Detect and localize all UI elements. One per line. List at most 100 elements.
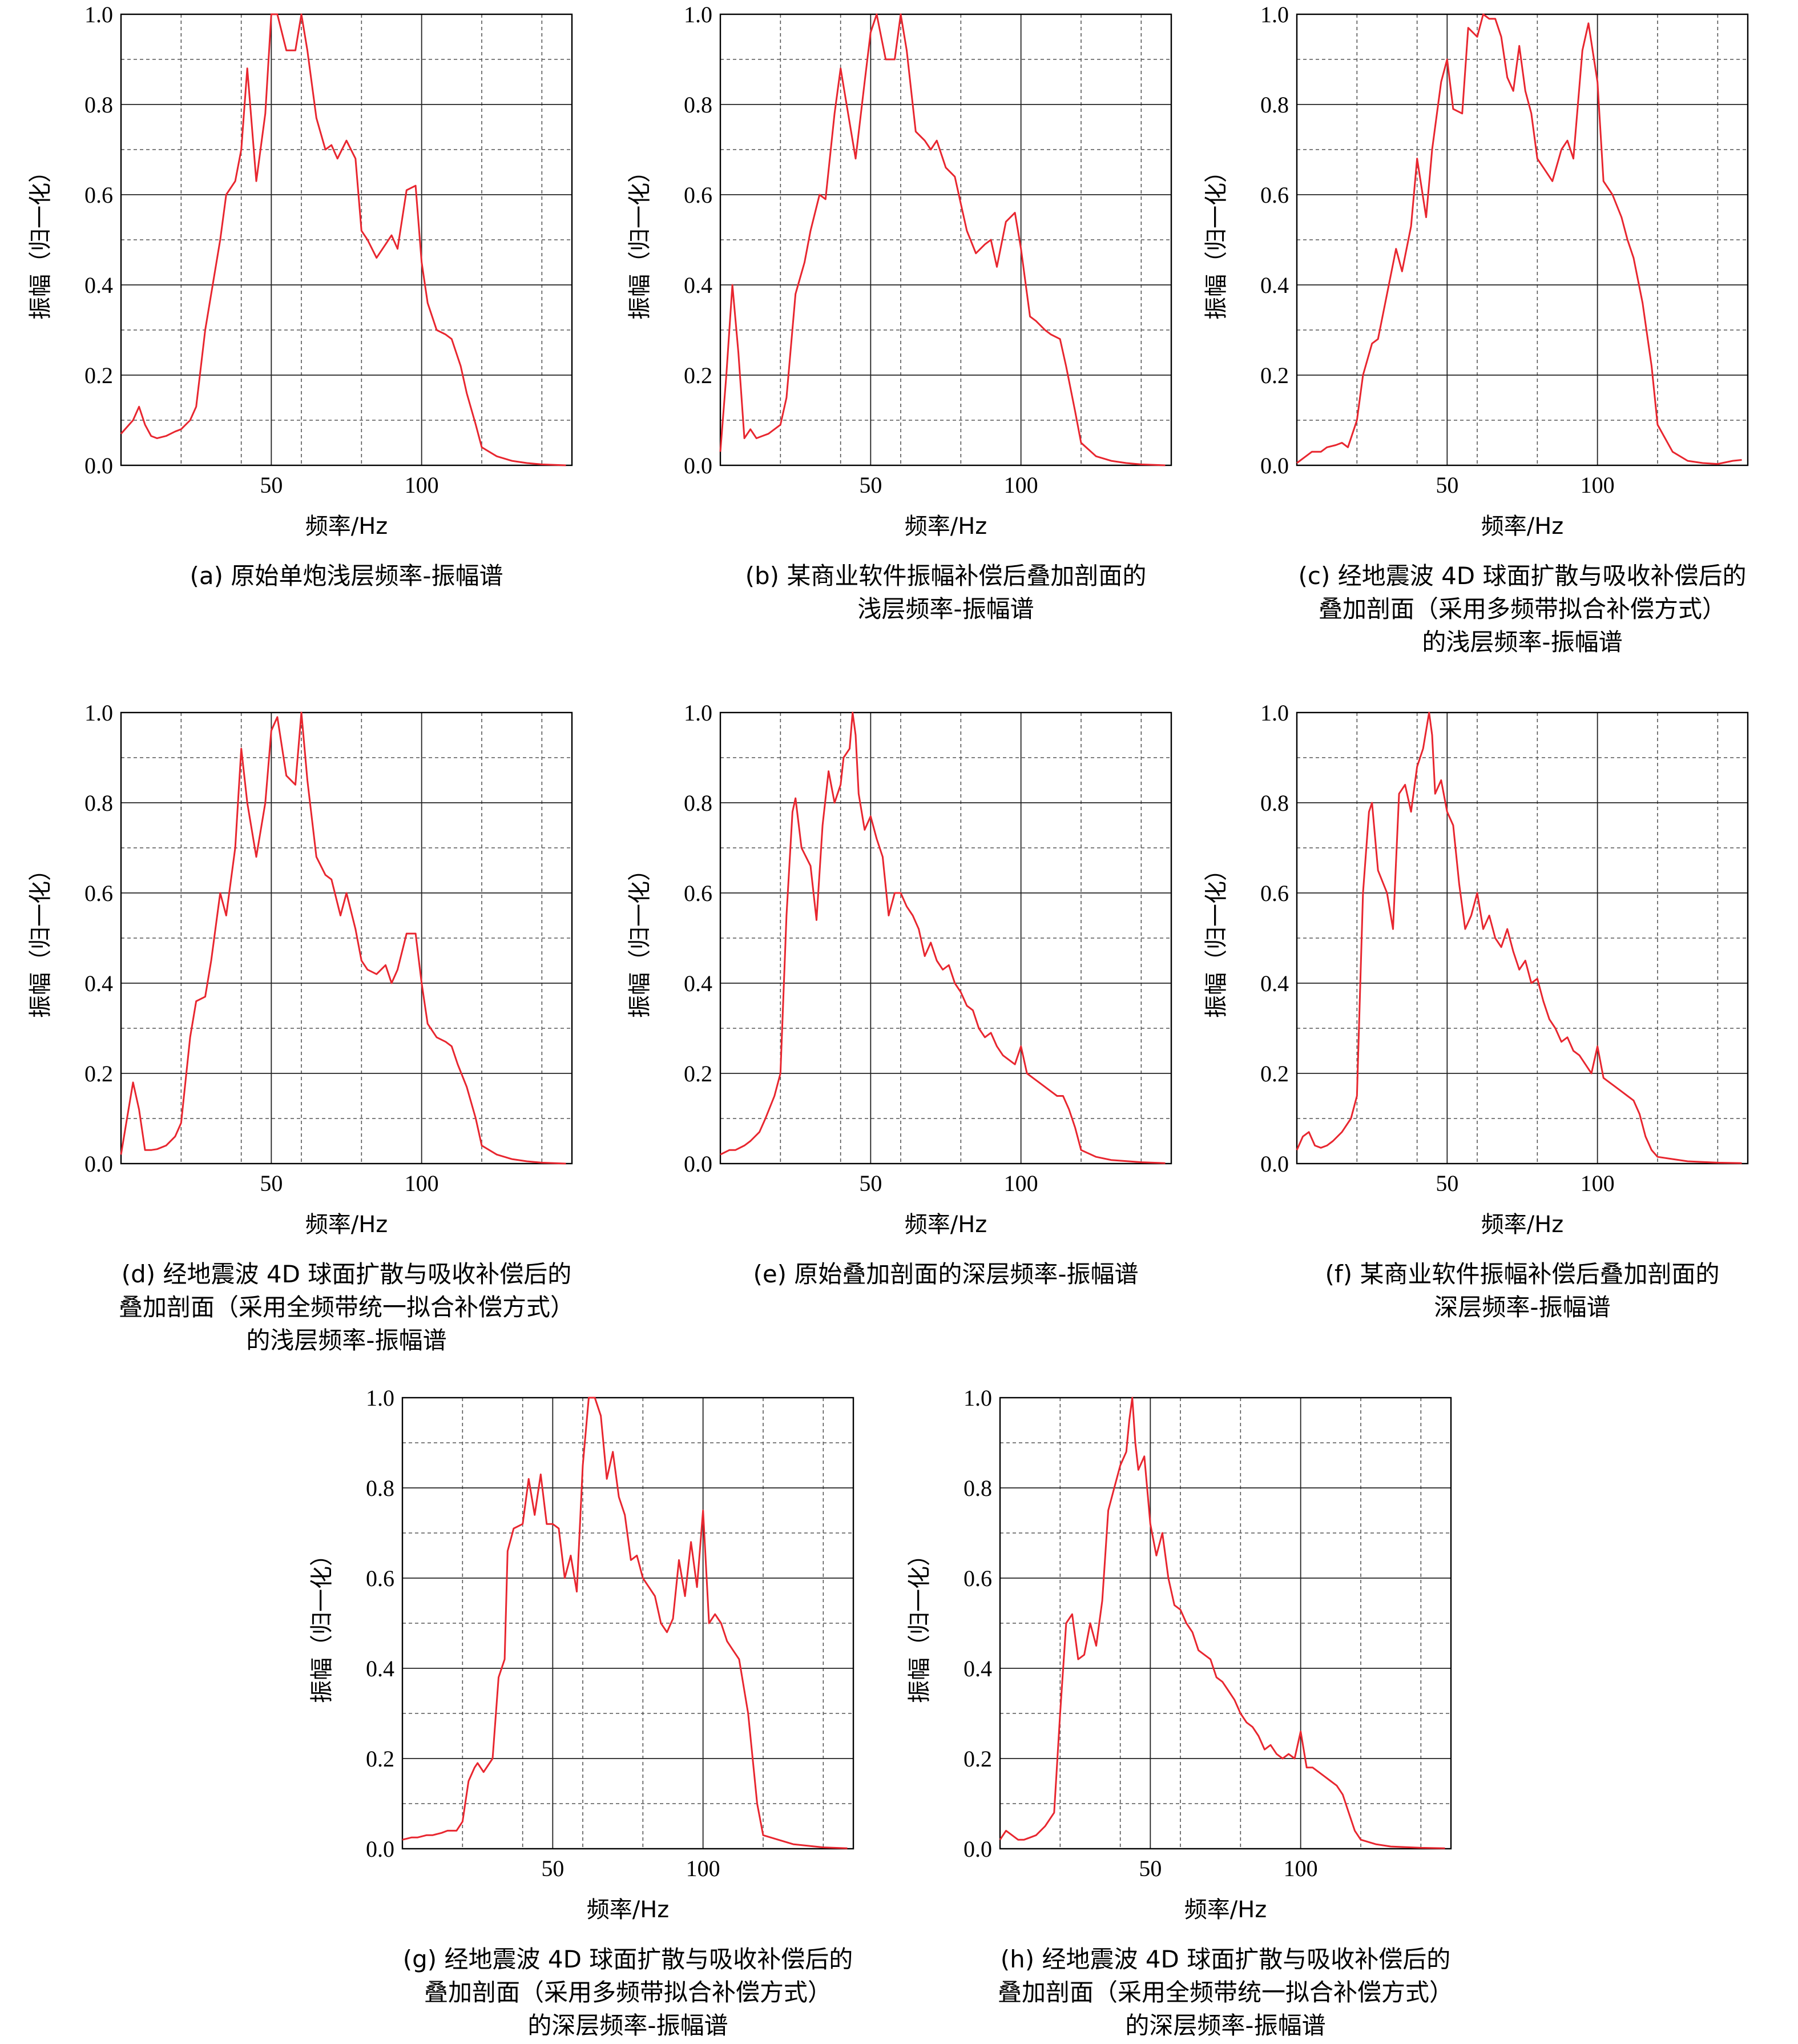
y-tick-label: 0.8: [366, 1475, 394, 1501]
spectrum-line-series: [999, 1397, 1445, 1849]
panel-caption: 深层频率-振幅谱: [1434, 1293, 1610, 1321]
y-tick-label: 0.4: [963, 1656, 992, 1681]
x-tick-label: 100: [405, 472, 439, 498]
y-tick-label: 1.0: [366, 1385, 394, 1411]
y-tick-label: 0.2: [684, 363, 712, 388]
x-tick-label: 50: [1436, 1170, 1458, 1196]
y-tick-label: 0.2: [84, 1061, 113, 1087]
plot-frame: [1296, 711, 1749, 1165]
y-tick-label: 1.0: [84, 700, 113, 726]
panel-caption: (g) 经地震波 4D 球面扩散与吸收补偿后的: [403, 1945, 853, 1973]
y-axis-label: 振幅（归一化）: [906, 1543, 933, 1703]
y-tick-label: 0.6: [84, 880, 113, 906]
y-tick-label: 0.0: [84, 453, 113, 478]
y-axis-label: 振幅（归一化）: [27, 858, 54, 1018]
y-tick-label: 0.4: [84, 971, 113, 996]
y-tick-label: 0.4: [684, 272, 712, 298]
y-tick-label: 0.6: [684, 182, 712, 208]
y-tick-label: 0.2: [963, 1746, 992, 1772]
panel-caption: 的深层频率-振幅谱: [1125, 2011, 1325, 2039]
y-tick-label: 0.0: [963, 1836, 992, 1862]
panel-caption: 的深层频率-振幅谱: [527, 2011, 728, 2039]
chart-panel-e: 0.0 0.2 0.4 0.6 0.8 1.0 50 100 频率/Hz 振幅（归一化） (e) 原…: [627, 700, 1172, 1288]
y-tick-label: 0.0: [1260, 453, 1289, 478]
plot-frame: [120, 711, 573, 1165]
y-tick-label: 0.0: [1260, 1151, 1289, 1177]
plot-frame: [401, 1397, 854, 1850]
y-tick-label: 1.0: [684, 700, 712, 726]
y-tick-label: 0.6: [1260, 880, 1289, 906]
y-tick-label: 0.6: [684, 880, 712, 906]
spectrum-line-series: [120, 711, 566, 1165]
plot-frame: [719, 13, 1172, 466]
y-tick-label: 0.4: [684, 971, 712, 996]
y-axis-label: 振幅（归一化）: [309, 1543, 335, 1703]
x-axis-label: 频率/Hz: [1481, 1212, 1564, 1238]
y-tick-label: 0.6: [1260, 182, 1289, 208]
spectrum-line-series: [402, 1397, 848, 1849]
x-tick-label: 50: [260, 1170, 283, 1196]
y-axis-label: 振幅（归一化）: [1203, 858, 1229, 1018]
y-tick-label: 0.0: [684, 453, 712, 478]
y-tick-label: 0.6: [84, 182, 113, 208]
x-tick-label: 100: [405, 1170, 439, 1196]
y-tick-label: 0.6: [963, 1566, 992, 1591]
x-axis-label: 频率/Hz: [305, 1212, 388, 1238]
panel-caption: (f) 某商业软件振幅补偿后叠加剖面的: [1325, 1260, 1720, 1288]
panel-caption: (b) 某商业软件振幅补偿后叠加剖面的: [745, 562, 1147, 590]
y-tick-label: 0.0: [366, 1836, 394, 1862]
plot-frame: [719, 711, 1172, 1165]
y-tick-label: 0.0: [84, 1151, 113, 1177]
panel-caption: 叠加剖面（采用全频带统一拟合补偿方式）: [998, 1978, 1453, 2006]
y-tick-label: 0.4: [1260, 971, 1289, 996]
x-tick-label: 50: [859, 472, 882, 498]
y-tick-label: 0.8: [684, 790, 712, 816]
y-tick-label: 0.8: [1260, 790, 1289, 816]
spectrum-line-series: [1296, 13, 1742, 465]
panel-caption: 叠加剖面（采用多频带拟合补偿方式）: [1319, 595, 1726, 623]
y-tick-label: 0.8: [84, 790, 113, 816]
x-axis-label: 频率/Hz: [1481, 513, 1564, 540]
spectrum-line-series: [719, 13, 1166, 466]
x-axis-label: 频率/Hz: [587, 1897, 670, 1923]
x-tick-label: 100: [1581, 472, 1615, 498]
panel-caption: (c) 经地震波 4D 球面扩散与吸收补偿后的: [1299, 562, 1747, 590]
y-tick-label: 0.4: [366, 1656, 394, 1681]
y-tick-label: 1.0: [963, 1385, 992, 1411]
chart-panel-c: 0.0 0.2 0.4 0.6 0.8 1.0 50 100 频率/Hz 振幅（归一化） (c) 经…: [1203, 2, 1749, 656]
chart-panel-d: 0.0 0.2 0.4 0.6 0.8 1.0 50 100 频率/Hz 振幅（归一化） (d) 经…: [27, 700, 574, 1354]
y-tick-label: 0.0: [684, 1151, 712, 1177]
panel-caption: 叠加剖面（采用全频带统一拟合补偿方式）: [119, 1293, 574, 1321]
spectrum-line-series: [120, 13, 566, 466]
y-tick-label: 0.8: [84, 92, 113, 118]
chart-panel-f: 0.0 0.2 0.4 0.6 0.8 1.0 50 100 频率/Hz 振幅（归一化） (f) 某…: [1203, 700, 1749, 1321]
chart-panel-g: 0.0 0.2 0.4 0.6 0.8 1.0 50 100 频率/Hz 振幅（归一化） (g) 经…: [309, 1385, 854, 2039]
x-tick-label: 100: [1284, 1856, 1318, 1881]
x-axis-label: 频率/Hz: [1184, 1897, 1267, 1923]
y-tick-label: 1.0: [1260, 700, 1289, 726]
y-tick-label: 0.6: [366, 1566, 394, 1591]
y-tick-label: 1.0: [1260, 2, 1289, 27]
plot-frame: [120, 13, 573, 466]
x-tick-label: 100: [686, 1856, 720, 1881]
x-tick-label: 100: [1004, 472, 1038, 498]
spectrum-line-series: [1296, 711, 1742, 1164]
y-tick-label: 1.0: [84, 2, 113, 27]
x-tick-label: 100: [1004, 1170, 1038, 1196]
y-tick-label: 0.8: [963, 1475, 992, 1501]
panel-caption: 的浅层频率-振幅谱: [1422, 628, 1622, 656]
y-tick-label: 0.2: [1260, 363, 1289, 388]
x-axis-label: 频率/Hz: [305, 513, 388, 540]
y-tick-label: 0.2: [1260, 1061, 1289, 1087]
chart-panel-a: 0.0 0.2 0.4 0.6 0.8 1.0 50 100 频率/Hz 振幅（归一化） (a) 原…: [27, 2, 573, 590]
x-axis-label: 频率/Hz: [905, 513, 987, 540]
x-axis-label: 频率/Hz: [905, 1212, 987, 1238]
panel-caption: 叠加剖面（采用多频带拟合补偿方式）: [424, 1978, 832, 2006]
x-tick-label: 50: [541, 1856, 564, 1881]
x-tick-label: 50: [859, 1170, 882, 1196]
x-tick-label: 50: [1139, 1856, 1162, 1881]
y-tick-label: 0.8: [684, 92, 712, 118]
y-tick-label: 1.0: [684, 2, 712, 27]
